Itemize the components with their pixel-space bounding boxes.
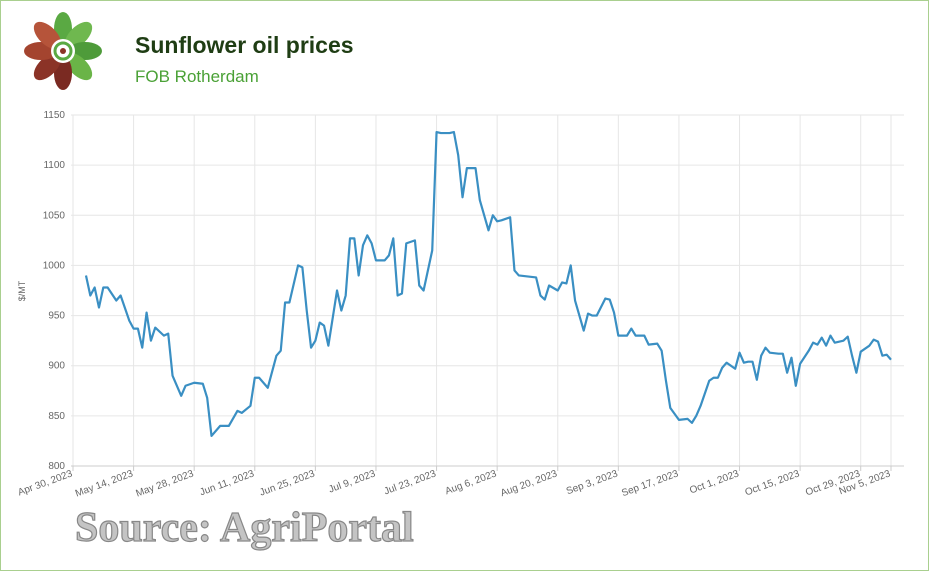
x-tick-label: May 14, 2023 <box>74 468 135 499</box>
x-tick-label: Aug 20, 2023 <box>499 468 559 499</box>
chart-title: Sunflower oil prices <box>135 32 354 58</box>
y-tick-label: 850 <box>48 411 65 422</box>
y-axis-title: $/MT <box>17 280 27 301</box>
x-tick-label: Oct 1, 2023 <box>688 468 741 496</box>
x-tick-label: Jun 11, 2023 <box>198 468 256 498</box>
x-tick-label: Jul 23, 2023 <box>383 468 438 497</box>
x-tick-label: Jun 25, 2023 <box>258 468 317 498</box>
x-tick-label: Sep 17, 2023 <box>620 468 680 499</box>
logo <box>24 12 102 90</box>
y-tick-label: 900 <box>48 361 65 372</box>
x-tick-label: Jul 9, 2023 <box>327 468 377 495</box>
y-tick-label: 950 <box>48 311 65 322</box>
x-tick-label: May 28, 2023 <box>134 468 195 499</box>
x-tick-label: Apr 30, 2023 <box>16 468 74 498</box>
source-watermark: Source: AgriPortal <box>75 505 414 551</box>
x-tick-label: Oct 15, 2023 <box>744 468 802 498</box>
x-tick-label: Sep 3, 2023 <box>565 468 620 497</box>
y-tick-label: 1000 <box>43 260 66 271</box>
y-tick-label: 1150 <box>43 110 65 121</box>
y-tick-label: 800 <box>48 461 65 472</box>
y-tick-label: 1100 <box>43 160 65 171</box>
y-tick-label: 1050 <box>43 210 66 221</box>
x-tick-label: Aug 6, 2023 <box>444 468 499 497</box>
chart-subtitle: FOB Rotherdam <box>135 67 259 86</box>
price-line <box>84 130 892 438</box>
